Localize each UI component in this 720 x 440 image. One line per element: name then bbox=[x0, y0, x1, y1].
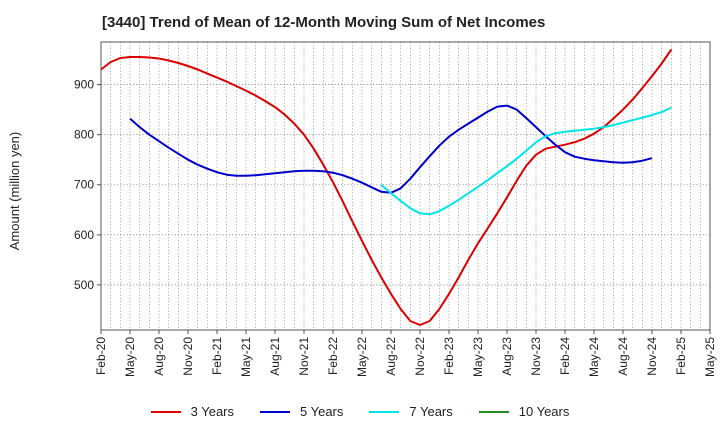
legend-swatch bbox=[150, 410, 181, 413]
legend-swatch bbox=[478, 410, 509, 413]
legend-item: 3 Years bbox=[150, 404, 234, 419]
x-tick-label: Nov-21 bbox=[297, 337, 311, 376]
series-line-3-years bbox=[100, 48, 673, 326]
x-tick-label: Feb-22 bbox=[326, 337, 340, 375]
x-tick-label: May-24 bbox=[587, 337, 601, 377]
x-tick-label: May-25 bbox=[703, 337, 717, 377]
x-tick-label: Feb-24 bbox=[558, 337, 572, 375]
plot-area: 500 600 700 800 900 Feb-20 May-20 Aug-20 Nov-20 F… bbox=[74, 41, 717, 377]
legend-swatch bbox=[369, 410, 400, 413]
x-tick-label: May-21 bbox=[239, 337, 253, 377]
y-tick-label: 500 bbox=[74, 278, 94, 292]
legend-label: 10 Years bbox=[518, 404, 570, 419]
legend-label: 3 Years bbox=[190, 404, 234, 419]
y-tick-label: 600 bbox=[74, 228, 94, 242]
x-tick-label: Aug-20 bbox=[152, 337, 166, 376]
x-tick-label: Feb-20 bbox=[94, 337, 108, 375]
x-tick-label: Aug-21 bbox=[268, 337, 282, 376]
x-tick-label: Nov-20 bbox=[181, 337, 195, 376]
legend-label: 5 Years bbox=[300, 404, 344, 419]
x-tick-label: May-23 bbox=[471, 337, 485, 377]
y-tick-label: 800 bbox=[74, 128, 94, 142]
x-tick-label: Nov-22 bbox=[413, 337, 427, 376]
plot-frame bbox=[100, 41, 711, 331]
x-tick-label: May-22 bbox=[355, 337, 369, 377]
y-axis-label: Amount (million yen) bbox=[7, 132, 22, 251]
x-tick-label: May-20 bbox=[123, 337, 137, 377]
x-tick-label: Feb-25 bbox=[674, 337, 688, 375]
x-tick-label: Feb-23 bbox=[442, 337, 456, 375]
chart-title: [3440] Trend of Mean of 12-Month Moving … bbox=[102, 14, 546, 31]
x-tick-label: Feb-21 bbox=[210, 337, 224, 375]
series-line-7-years bbox=[380, 106, 672, 216]
legend-item: 10 Years bbox=[478, 404, 570, 419]
legend: 3 Years 5 Years 7 Years 10 Years bbox=[0, 404, 720, 419]
line-chart: 500 600 700 800 900 Feb-20 May-20 Aug-20 Nov-20 F… bbox=[7, 41, 717, 377]
legend-item: 7 Years bbox=[369, 404, 453, 419]
legend-swatch bbox=[260, 410, 290, 413]
x-tick-label: Nov-24 bbox=[645, 337, 659, 376]
y-tick-label: 700 bbox=[74, 178, 94, 192]
legend-label: 7 Years bbox=[409, 404, 453, 419]
legend-item: 5 Years bbox=[260, 404, 343, 419]
x-tick-label: Aug-24 bbox=[616, 337, 630, 376]
x-tick-label: Nov-23 bbox=[529, 337, 543, 376]
x-tick-label: Aug-23 bbox=[500, 337, 514, 376]
x-tick-label: Aug-22 bbox=[384, 337, 398, 376]
y-tick-label: 900 bbox=[74, 78, 94, 92]
